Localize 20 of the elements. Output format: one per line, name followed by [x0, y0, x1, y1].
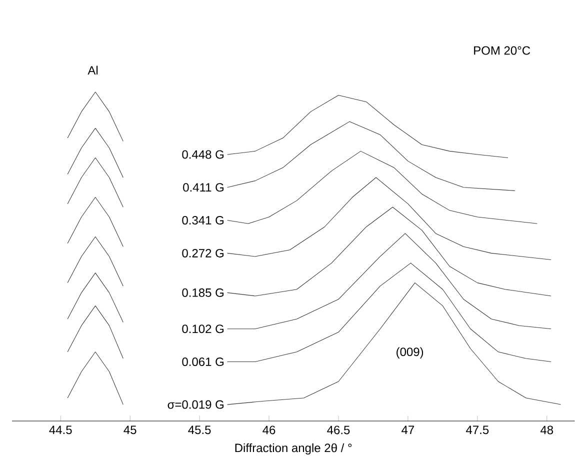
series-label: 0.272 G — [182, 248, 224, 258]
series-label: σ=0.019 G — [168, 400, 224, 409]
series-label: 0.102 G — [182, 324, 224, 334]
series-label: 0.185 G — [182, 288, 224, 297]
x-tick-label: 46 — [262, 426, 276, 434]
series-label: 0.341 G — [182, 216, 224, 225]
annotation: (009) — [396, 347, 424, 358]
x-tick-label: 45.5 — [188, 426, 211, 434]
series-label: 0.411 G — [183, 183, 224, 192]
x-tick-label: 48 — [540, 426, 554, 434]
series-label: 0.061 G — [182, 358, 224, 366]
x-tick-label: 45 — [124, 426, 136, 434]
x-tick-label: 47 — [402, 426, 414, 434]
x-tick-label: 47.5 — [466, 426, 489, 434]
x-tick-label: 44.5 — [49, 426, 72, 434]
series-label: 0.448 G — [182, 150, 224, 159]
x-tick-label: 46.5 — [327, 426, 350, 434]
text: Al — [88, 66, 98, 74]
x-axis-title: Diffraction angle 2θ / ° — [235, 443, 352, 455]
text: POM 20°C — [474, 46, 530, 55]
